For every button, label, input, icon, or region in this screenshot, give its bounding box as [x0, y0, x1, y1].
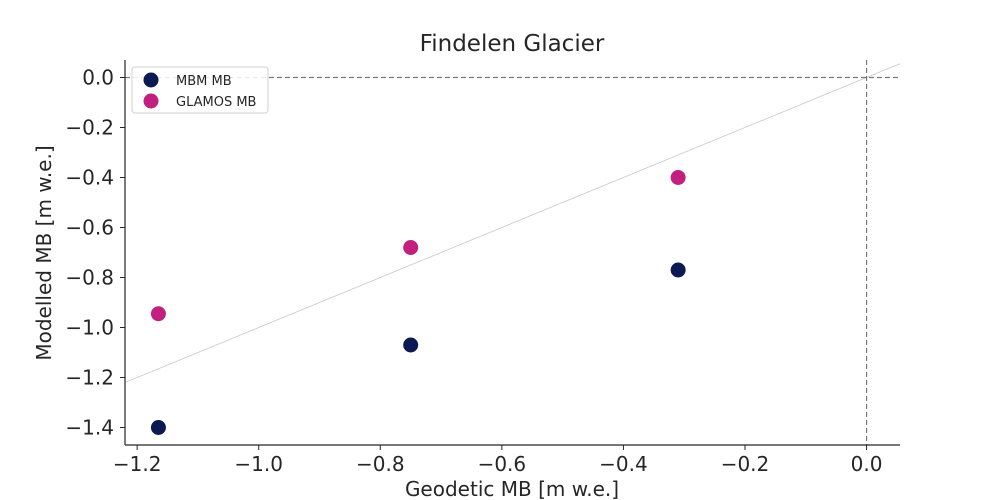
data-point-series-1 [150, 420, 166, 435]
x-axis-ticks: −1.2 −1.0 −0.8 −0.6 −0.4 −0.2 0.0 [113, 445, 883, 476]
y-tick-label: −0.2 [65, 116, 114, 140]
y-axis-label: Modelled MB [m w.e.] [32, 145, 56, 360]
y-tick-label: −0.4 [65, 166, 114, 190]
legend-label: GLAMOS MB [176, 95, 256, 110]
y-tick-label: 0.0 [82, 66, 114, 90]
data-point-series-1 [403, 337, 419, 353]
x-tick-label: −0.2 [721, 452, 770, 476]
data-point-series-2 [403, 240, 419, 255]
legend-marker [143, 93, 159, 109]
plot-area [124, 60, 901, 445]
y-tick-label: −0.6 [65, 216, 114, 240]
axes [124, 60, 900, 446]
chart-title: Findelen Glacier [420, 31, 605, 57]
x-axis-label: Geodetic MB [m w.e.] [405, 477, 619, 500]
legend: MBM MB GLAMOS MB [131, 66, 269, 114]
legend-label: MBM MB [176, 74, 232, 89]
legend-marker [143, 72, 159, 88]
y-axis-ticks: −1.4 −1.2 −1.0 −0.8 −0.6 −0.4 −0.2 0.0 [65, 66, 125, 440]
data-point-series-1 [670, 262, 686, 278]
identity-line [124, 63, 901, 383]
x-tick-label: −1.0 [234, 452, 283, 476]
y-tick-label: −1.2 [65, 366, 114, 390]
legend-box [131, 66, 269, 114]
x-tick-label: −1.2 [113, 452, 162, 476]
y-tick-label: −1.0 [65, 316, 114, 340]
data-point-series-2 [670, 170, 686, 185]
x-tick-label: −0.8 [356, 452, 405, 476]
x-tick-label: −0.6 [478, 452, 527, 476]
y-tick-label: −0.8 [65, 266, 114, 290]
data-point-series-2 [150, 306, 166, 322]
x-tick-label: 0.0 [851, 452, 883, 476]
y-tick-label: −1.4 [65, 416, 114, 440]
x-tick-label: −0.4 [599, 452, 648, 476]
